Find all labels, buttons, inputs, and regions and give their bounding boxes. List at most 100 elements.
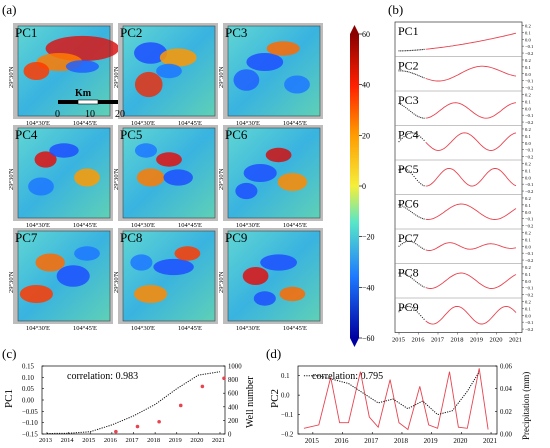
map-label: PC4 bbox=[15, 127, 38, 142]
ts-point bbox=[398, 50, 400, 52]
panel-label-a: (a) bbox=[2, 2, 16, 17]
ts-point bbox=[420, 284, 422, 286]
map-cell: PC9 104°30'E 104°45'E 29°30'N bbox=[218, 228, 323, 332]
ts-point bbox=[415, 133, 417, 135]
ts-point bbox=[415, 114, 417, 116]
ts-point bbox=[405, 241, 407, 243]
map-anomaly bbox=[156, 152, 182, 167]
ts-point bbox=[408, 109, 410, 111]
map-anomaly bbox=[159, 48, 197, 67]
map-cell: PC1 104°30'E 104°45'E 29°30'N bbox=[8, 23, 120, 127]
chart-d-y2label: Precipitation (mm) bbox=[521, 372, 531, 440]
ts-point bbox=[413, 73, 415, 75]
map-cell: PC7 104°30'E 104°45'E 29°30'N bbox=[8, 228, 113, 332]
ts-point bbox=[398, 204, 400, 206]
ts-point bbox=[406, 108, 408, 110]
chart-d-xtick-label: 2018 bbox=[394, 437, 409, 445]
ts-point bbox=[405, 306, 407, 308]
map-ytick: 29°30'N bbox=[8, 271, 15, 293]
ts-point bbox=[421, 117, 423, 119]
chart-c-ytick-label: −0.05 bbox=[22, 409, 38, 416]
map-anomaly bbox=[174, 246, 201, 261]
ts-point bbox=[411, 112, 413, 114]
scale-bar-tick: 10 bbox=[85, 109, 95, 120]
ts-point bbox=[398, 70, 400, 72]
map-anomaly bbox=[56, 265, 90, 287]
ts-point bbox=[415, 177, 417, 180]
ts-ytick-label: −0.1 bbox=[525, 251, 534, 256]
map-xtick: 104°30'E bbox=[26, 120, 50, 127]
map-frame bbox=[17, 25, 111, 117]
colorbar-tick-label: −40 bbox=[362, 283, 375, 292]
ts-ytick-label: 0.0 bbox=[525, 313, 531, 318]
ts-point bbox=[415, 243, 417, 245]
map-frame bbox=[17, 127, 111, 219]
ts-point bbox=[410, 71, 412, 74]
chart-d-xtick-label: 2019 bbox=[424, 437, 439, 445]
ts-point bbox=[398, 141, 400, 143]
ts-point bbox=[403, 206, 405, 208]
ts-ytick-label: 0.0 bbox=[525, 72, 531, 77]
ts-point bbox=[400, 103, 402, 106]
map-xtick: 104°30'E bbox=[26, 222, 50, 229]
ts-point bbox=[418, 75, 420, 77]
map-anomaly bbox=[74, 168, 100, 187]
ts-point bbox=[398, 272, 400, 274]
ts-point bbox=[400, 244, 402, 246]
map-ytick: 29°30'N bbox=[113, 168, 120, 190]
colorbar-tick-label: 0 bbox=[362, 182, 366, 191]
ts-line bbox=[425, 65, 517, 82]
map-label: PC5 bbox=[120, 127, 142, 142]
map-xtick: 104°45'E bbox=[178, 120, 202, 127]
chart-c-y2tick-label: 800 bbox=[228, 377, 239, 384]
ts-row: PC8 0.2 0.1 0.0 −0.1 −0.2 bbox=[395, 263, 534, 298]
map-anomaly bbox=[28, 177, 54, 196]
scale-bar-tick: 20 bbox=[115, 109, 125, 120]
ts-label: PC1 bbox=[398, 24, 419, 38]
ts-point bbox=[408, 49, 410, 52]
chart-d-xtick-label: 2016 bbox=[335, 437, 350, 445]
ts-point bbox=[401, 272, 403, 274]
ts-point bbox=[400, 272, 402, 274]
ts-point bbox=[420, 136, 422, 138]
scale-bar-segment bbox=[77, 99, 99, 105]
chart-c-ytick-label: 0.00 bbox=[22, 398, 34, 405]
map-ytick: 29°30'N bbox=[218, 271, 225, 293]
ts-ytick-label: −0.2 bbox=[525, 258, 534, 263]
chart-d-ytick-label: −0.2 bbox=[281, 432, 294, 439]
map-anomaly bbox=[235, 182, 258, 200]
ts-point bbox=[418, 49, 420, 51]
ts-point bbox=[420, 315, 422, 317]
ts-xtick-label: 2019 bbox=[470, 337, 483, 344]
chart-c-ylabel: PC1 bbox=[3, 389, 15, 408]
colorbar-top-arrow bbox=[350, 25, 359, 34]
map-ytick: 29°30'N bbox=[113, 66, 120, 88]
ts-point bbox=[420, 49, 422, 51]
ts-point bbox=[415, 49, 417, 51]
map-frame bbox=[122, 25, 216, 117]
ts-row: PC9 0.2 0.1 0.0 −0.1 −0.2 bbox=[395, 297, 534, 332]
map-frame bbox=[17, 230, 111, 322]
map-anomaly bbox=[265, 147, 292, 163]
ts-ytick-label: 0.1 bbox=[525, 306, 531, 311]
ts-point bbox=[416, 115, 418, 117]
ts-point bbox=[416, 215, 418, 217]
ts-point bbox=[406, 50, 408, 52]
ts-ytick-label: 0.0 bbox=[525, 141, 531, 146]
ts-ytick-label: 0.0 bbox=[525, 175, 531, 180]
ts-point bbox=[408, 305, 410, 308]
ts-point bbox=[403, 50, 405, 52]
map-label: PC3 bbox=[225, 25, 247, 40]
ts-point bbox=[405, 106, 407, 109]
ts-point bbox=[401, 243, 403, 245]
colorbar-bottom-arrow bbox=[350, 338, 359, 347]
ts-point bbox=[403, 105, 405, 107]
chart-d-y2tick-label: 0.02 bbox=[500, 409, 512, 416]
ts-line bbox=[425, 203, 517, 220]
ts-point bbox=[410, 240, 412, 242]
ts-point bbox=[403, 307, 405, 309]
chart-c-ytick-label: 0.10 bbox=[22, 375, 34, 382]
chart-c-xtick-label: 2014 bbox=[61, 437, 75, 444]
ts-point bbox=[421, 285, 423, 287]
